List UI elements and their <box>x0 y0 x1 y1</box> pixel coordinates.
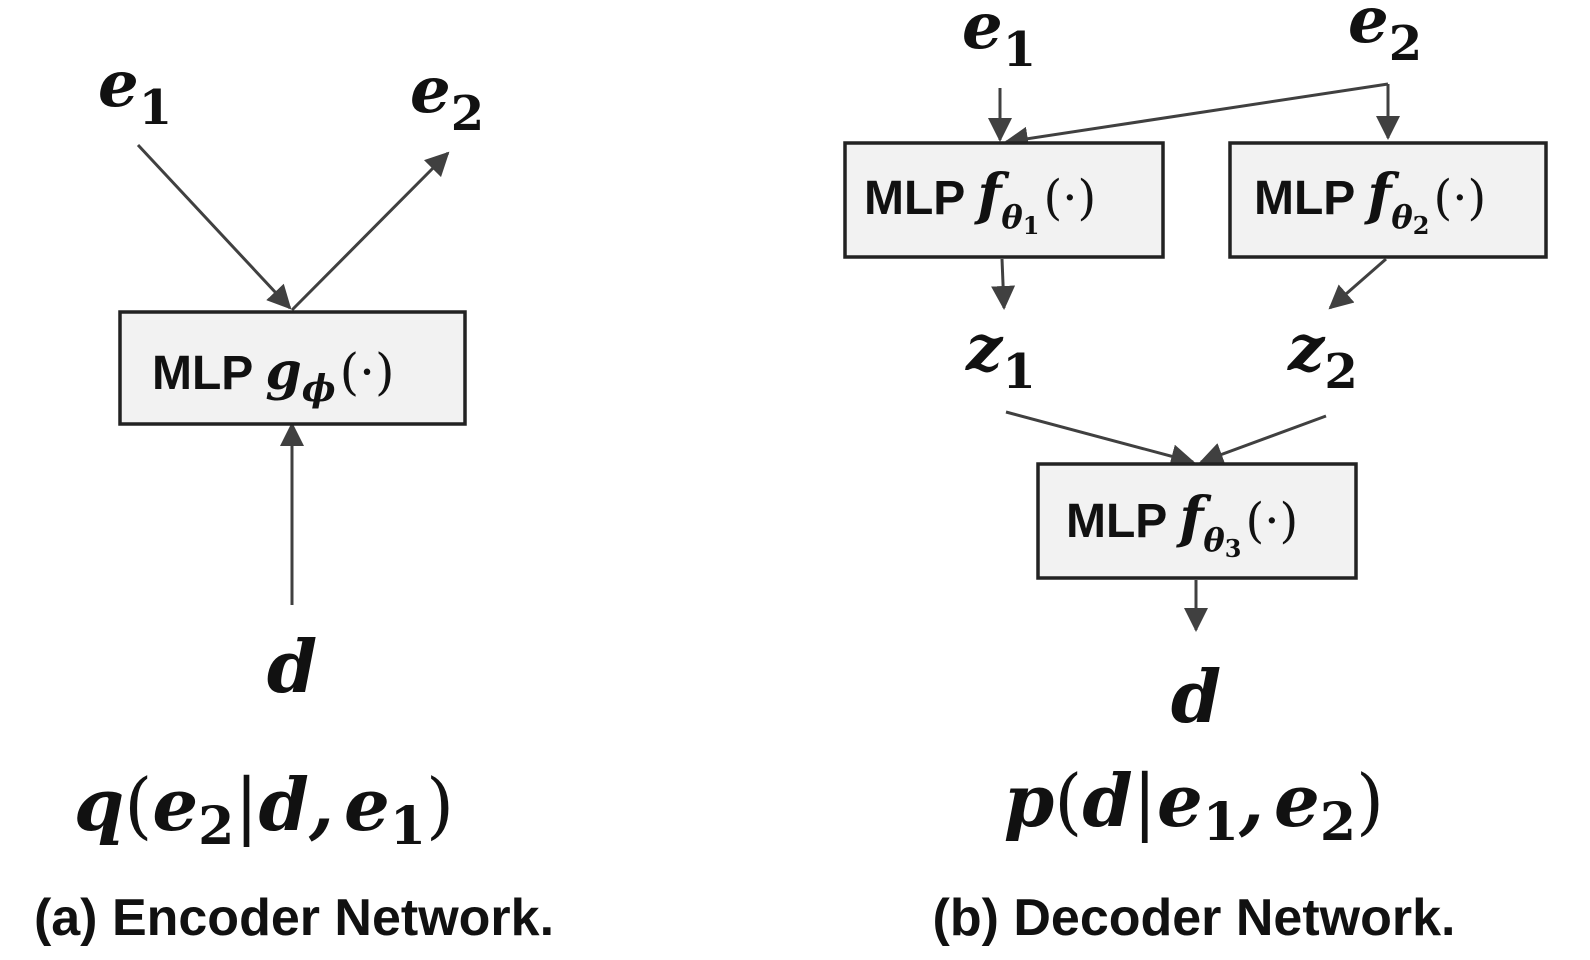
decoder-mlp3-box: MLP fθ3(·) <box>1036 462 1358 580</box>
encoder-formula-a-sub: 2 <box>198 796 234 857</box>
decoder-mlp2-subsubscript: 2 <box>1413 211 1430 240</box>
decoder-formula-comma: , <box>1238 758 1264 843</box>
encoder-mlp-fn: g <box>265 341 301 402</box>
decoder-mlp2-rect <box>1228 141 1548 259</box>
decoder-input-e1-node: e1 <box>962 0 1036 78</box>
decoder-mlp2-prefix: MLP <box>1254 172 1355 225</box>
decoder-e1-base: e <box>962 0 1003 64</box>
encoder-e2-subscript: 2 <box>451 86 484 142</box>
encoder-formula-close: ) <box>426 763 454 847</box>
decoder-mlp3-subscript: θ <box>1203 521 1225 559</box>
encoder-e1-subscript: 1 <box>139 80 172 136</box>
encoder-formula-b: d <box>259 762 309 847</box>
decoder-z1-subscript: 1 <box>1002 344 1035 400</box>
encoder-formula-c-sub: 1 <box>390 796 426 857</box>
decoder-mlp1-args: (·) <box>1043 170 1096 226</box>
decoder-formula-close: ) <box>1356 759 1384 843</box>
encoder-formula-a: e <box>152 762 198 847</box>
decoder-formula: p(d|e1, e2) <box>1004 758 1384 853</box>
encoder-e1-base: e <box>98 47 139 122</box>
encoder-formula-c: e <box>344 762 390 847</box>
decoder-output-d-node: d <box>1171 654 1221 739</box>
decoder-formula-open: ( <box>1054 759 1082 843</box>
encoder-input-e1-node: e1 <box>98 47 172 136</box>
decoder-input-e2-node: e2 <box>1348 0 1422 72</box>
decoder-arrow-z2-to-mlp3 <box>1199 414 1327 466</box>
encoder-mlp-args: (·) <box>340 343 395 401</box>
decoder-mlp1-box: MLP fθ1(·) <box>843 141 1165 259</box>
decoder-z1-base: z <box>965 311 1004 386</box>
encoder-formula: q(e2|d, e1) <box>74 762 454 857</box>
decoder-mlp1-prefix: MLP <box>864 172 965 225</box>
decoder-e2-base: e <box>1348 0 1389 58</box>
decoder-formula-c: e <box>1274 758 1320 843</box>
encoder-mlp-rect <box>118 310 467 426</box>
encoder-caption: (a) Encoder Network. <box>34 889 554 947</box>
decoder-arrow-mlp2-to-z2 <box>1328 257 1387 310</box>
decoder-formula-fn: p <box>1004 758 1054 843</box>
encoder-formula-open: ( <box>124 763 152 847</box>
decoder-mlp1-subscript: θ <box>1001 198 1023 236</box>
encoder-e2-base: e <box>410 53 451 128</box>
decoder-latent-z2-node: z2 <box>1287 311 1358 400</box>
encoder-input-d-node: d <box>267 624 317 709</box>
decoder-latent-z1-node: z1 <box>965 311 1036 400</box>
decoder-formula-b-sub: 1 <box>1203 792 1239 853</box>
decoder-caption: (b) Decoder Network. <box>933 889 1456 947</box>
decoder-e2-subscript: 2 <box>1389 16 1422 72</box>
decoder-network: e1 e2 MLP fθ1(·) MLP fθ2(·) z1 <box>843 0 1548 947</box>
encoder-mlp-box: MLP gϕ(·) <box>118 310 467 426</box>
encoder-mlp-label: MLP gϕ(·) <box>152 341 395 410</box>
encoder-formula-bar: | <box>234 763 258 847</box>
decoder-arrow-z1-to-mlp3 <box>1005 410 1195 468</box>
decoder-mlp3-prefix: MLP <box>1066 495 1167 548</box>
decoder-mlp2-args: (·) <box>1433 170 1486 226</box>
encoder-arrow-e1-to-mlp <box>136 143 292 310</box>
decoder-formula-b: e <box>1157 758 1203 843</box>
encoder-mlp-subscript: ϕ <box>302 368 336 410</box>
encoder-formula-fn: q <box>74 762 124 847</box>
decoder-mlp2-box: MLP fθ2(·) <box>1228 141 1548 259</box>
decoder-mlp3-rect <box>1036 462 1358 580</box>
decoder-mlp3-args: (·) <box>1245 493 1298 549</box>
encoder-output-e2-node: e2 <box>410 53 484 142</box>
decoder-mlp1-label: MLP fθ1(·) <box>864 162 1096 240</box>
decoder-z2-subscript: 2 <box>1324 344 1357 400</box>
decoder-arrow-e2-to-mlp1 <box>1004 82 1389 151</box>
decoder-formula-a: d <box>1082 758 1132 843</box>
decoder-mlp3-subsubscript: 3 <box>1225 534 1242 563</box>
decoder-e1-subscript: 1 <box>1003 22 1036 78</box>
decoder-mlp1-subsubscript: 1 <box>1023 211 1040 240</box>
decoder-arrow-mlp1-to-z1 <box>991 258 1016 310</box>
decoder-formula-bar: | <box>1133 759 1157 843</box>
decoder-z2-base: z <box>1287 311 1326 386</box>
decoder-mlp2-subscript: θ <box>1391 198 1413 236</box>
encoder-arrow-mlp-to-e2 <box>290 151 450 312</box>
decoder-mlp1-rect <box>843 141 1165 259</box>
encoder-formula-comma: , <box>308 762 334 847</box>
encoder-mlp-prefix: MLP <box>152 347 253 400</box>
decoder-formula-c-sub: 2 <box>1320 792 1356 853</box>
encoder-network: e1 e2 MLP gϕ(·) d q(e2|d, e1) (a) Encoder … <box>34 47 554 947</box>
